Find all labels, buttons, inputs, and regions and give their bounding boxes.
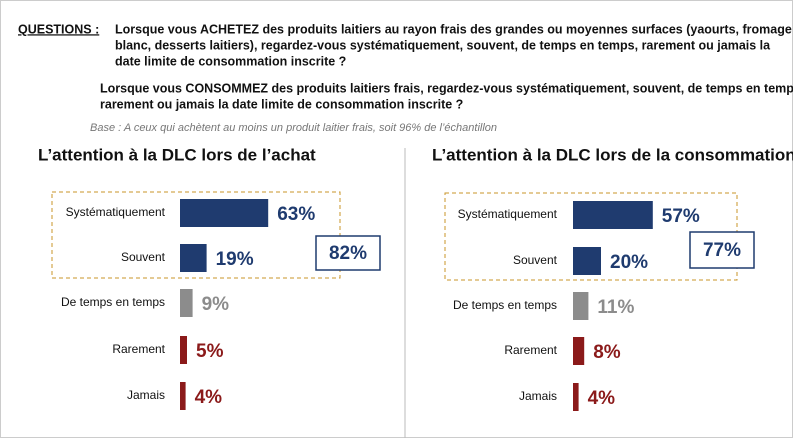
category-label: Rarement (504, 343, 557, 357)
total-box (315, 235, 381, 271)
question-line: rarement ou jamais la date limite de con… (100, 97, 463, 111)
total-label: 77% (703, 240, 741, 261)
bar (180, 289, 193, 317)
value-label: 5% (196, 341, 224, 362)
category-label: Jamais (127, 388, 165, 402)
total-box (689, 231, 755, 269)
value-label: 20% (610, 252, 648, 273)
bar (573, 292, 589, 320)
value-label: 11% (597, 297, 634, 318)
value-label: 9% (202, 294, 230, 315)
bar (573, 201, 653, 229)
value-label: 4% (195, 387, 223, 408)
category-label: Souvent (121, 250, 166, 264)
group-box (51, 191, 341, 279)
value-label: 4% (588, 388, 616, 409)
value-label: 19% (216, 249, 254, 270)
bar (180, 336, 187, 364)
category-label: De temps en temps (61, 295, 165, 309)
question-line: Lorsque vous ACHETEZ des produits laitie… (115, 22, 792, 36)
category-label: De temps en temps (453, 298, 557, 312)
group-box (444, 192, 738, 281)
category-label: Rarement (112, 342, 165, 356)
bar (573, 337, 585, 365)
value-label: 57% (662, 206, 700, 227)
bar (573, 247, 601, 275)
value-label: 8% (593, 342, 621, 363)
total-label: 82% (329, 243, 367, 264)
question-line: date limite de consommation inscrite ? (115, 54, 346, 68)
bar (180, 382, 186, 410)
category-label: Systématiquement (66, 205, 166, 219)
base-note: Base : A ceux qui achètent au moins un p… (90, 122, 497, 134)
question-line: blanc, desserts laitiers), regardez-vous… (115, 38, 771, 52)
category-label: Systématiquement (458, 207, 558, 221)
questions-label: QUESTIONS : (18, 22, 99, 36)
bar (180, 199, 269, 227)
bar (180, 244, 207, 272)
chart-title: L’attention à la DLC lors de l’achat (38, 145, 316, 164)
question-line: Lorsque vous CONSOMMEZ des produits lait… (100, 81, 793, 95)
chart-title: L’attention à la DLC lors de la consomma… (432, 145, 793, 164)
category-label: Jamais (519, 389, 557, 403)
category-label: Souvent (513, 253, 558, 267)
value-label: 63% (277, 204, 315, 225)
bar (573, 383, 579, 411)
